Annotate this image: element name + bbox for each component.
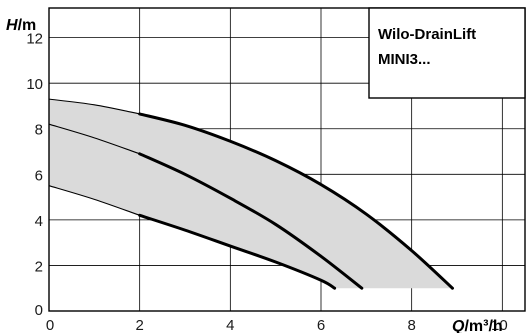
series-curve-1 — [138, 213, 337, 290]
title-box-frame — [368, 7, 526, 99]
x-axis-variable: Q — [452, 318, 465, 333]
y-axis-unit: /m — [18, 17, 37, 34]
y-axis-variable: H — [6, 17, 18, 34]
operating-range-area — [49, 99, 453, 289]
series-curve-2-start — [48, 123, 140, 155]
tick-labels: 0 2 4 6 8 10 0 2 4 6 8 10 12 — [26, 31, 507, 333]
x-axis-unit: /m³/h — [464, 318, 502, 333]
series-curve-3 — [138, 112, 454, 290]
series-curve-1-start — [48, 185, 140, 216]
x-tick-label: 8 — [407, 317, 415, 333]
y-tick-label: 10 — [26, 76, 43, 93]
chart-title-line-1: Wilo-DrainLift — [378, 26, 476, 43]
y-tick-label: 4 — [35, 213, 43, 230]
x-tick-label: 2 — [135, 317, 143, 333]
x-tick-label: 4 — [226, 317, 234, 333]
x-tick-label: 0 — [46, 317, 54, 333]
y-tick-label: 2 — [35, 258, 43, 275]
y-tick-label: 0 — [35, 302, 43, 319]
y-tick-label: 6 — [35, 167, 43, 184]
series-curve-2 — [138, 152, 364, 290]
y-tick-label: 12 — [26, 31, 43, 48]
plot-frame — [48, 7, 526, 312]
series-curve-3-start — [48, 98, 140, 115]
chart-title-box: Wilo-DrainLift MINI3... — [368, 7, 526, 99]
operating-range — [49, 99, 453, 289]
x-axis-label: Q/m³/h — [452, 318, 503, 333]
y-axis-label: H/m — [6, 17, 36, 34]
x-tick-label: 10 — [491, 317, 508, 333]
y-tick-label: 8 — [35, 122, 43, 139]
chart-title-line-2: MINI3... — [378, 51, 431, 68]
series-curves — [48, 98, 454, 290]
x-tick-label: 6 — [317, 317, 325, 333]
